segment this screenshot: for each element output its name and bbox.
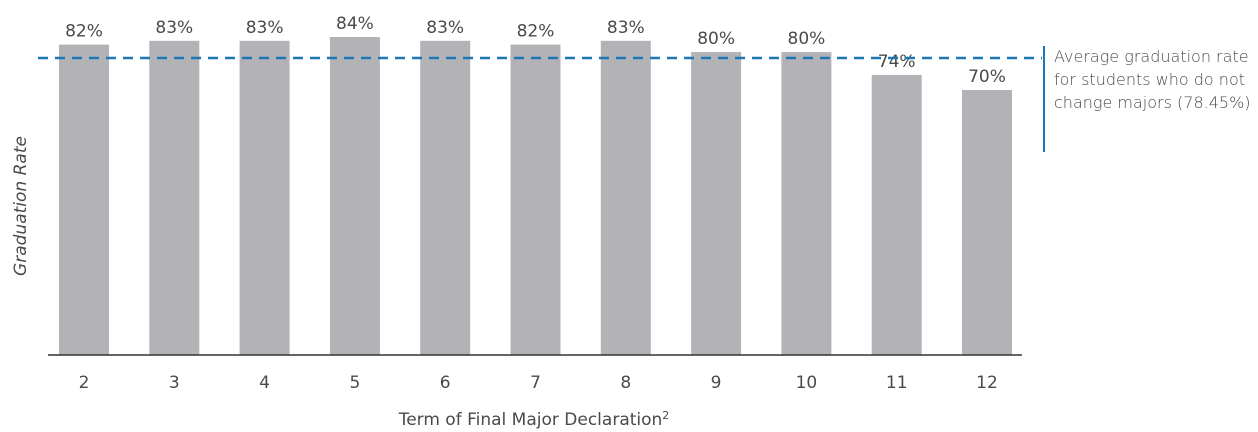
bar-term-6 [420,40,471,356]
x-axis-title-superscript: 2 [662,409,669,422]
y-axis-title: Graduation Rate [11,136,31,276]
x-tick-label-6: 6 [440,373,451,393]
data-label-term-4: 83% [246,18,284,38]
x-tick-label-2: 2 [79,373,90,393]
x-tick-label-5: 5 [349,373,360,393]
x-axis-title-text: Term of Final Major Declaration [398,410,663,430]
data-label-term-7: 82% [517,22,555,42]
bar-term-8 [600,40,651,356]
data-label-term-10: 80% [788,29,826,49]
data-label-term-9: 80% [697,29,735,49]
bar-term-3 [149,40,200,356]
data-labels-group: 82% 83% 83% 84% 83% 82% 83% 80% 80% 74% 70% [65,14,1006,87]
data-label-term-2: 82% [65,22,103,42]
x-tick-label-9: 9 [711,373,722,393]
data-label-term-5: 84% [336,14,374,34]
bar-term-9 [691,52,742,355]
bar-term-2 [59,44,109,355]
bar-term-10 [781,52,832,355]
x-tick-label-12: 12 [976,373,998,393]
data-label-term-6: 83% [426,18,464,38]
reference-line-annotation: Average graduation rate for students who… [1054,47,1251,112]
bar-term-5 [329,37,380,355]
x-tick-label-11: 11 [886,373,908,393]
x-tick-labels-group: 2 3 4 5 6 7 8 9 10 11 12 [79,373,998,393]
x-tick-label-10: 10 [796,373,818,393]
x-axis-title: Term of Final Major Declaration2 [398,409,670,431]
bar-term-12 [962,90,1012,355]
x-tick-label-3: 3 [169,373,180,393]
x-tick-label-4: 4 [259,373,270,393]
x-tick-label-7: 7 [530,373,541,393]
bar-term-7 [510,44,561,355]
bar-term-4 [239,40,290,356]
data-label-term-3: 83% [155,18,193,38]
bar-term-11 [871,74,922,356]
data-label-term-12: 70% [968,67,1006,87]
data-label-term-11: 74% [878,52,916,72]
data-label-term-8: 83% [607,18,645,38]
x-tick-label-8: 8 [620,373,631,393]
bars-group [59,37,1012,356]
